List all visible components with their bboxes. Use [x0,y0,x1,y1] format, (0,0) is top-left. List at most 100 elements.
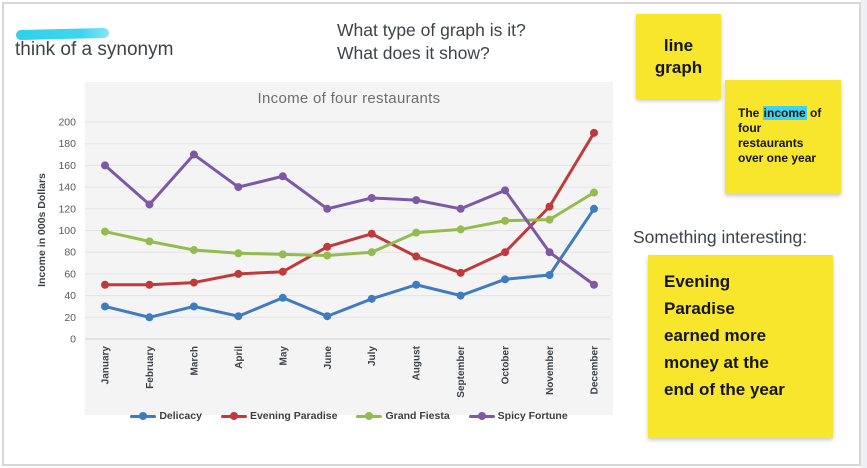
data-point-grand-fiesta [501,216,510,225]
legend-swatch [356,412,383,420]
data-point-grand-fiesta [145,237,154,246]
sticky-note-what-it-shows[interactable]: The income of four restaurants over one … [725,80,841,194]
chart-title: Income of four restaurants [257,90,441,107]
y-tick-label: 20 [64,312,76,324]
data-point-spicy-fortune [456,204,465,213]
legend-item: Delicacy [130,410,202,422]
legend-swatch [220,412,247,420]
series-line-spicy-fortune [103,153,596,287]
legend-swatch [468,412,495,420]
y-tick-label: 120 [58,203,76,215]
legend-label: Grand Fiesta [385,410,450,422]
data-point-delicacy [501,275,510,284]
data-point-grand-fiesta [545,215,554,224]
x-axis-label: May [278,346,289,366]
data-point-spicy-fortune [323,204,332,213]
x-axis-label: July [367,346,378,366]
data-point-evening-paradise [367,229,376,238]
data-point-evening-paradise [456,268,465,277]
data-point-spicy-fortune [589,280,598,289]
prompt-graph-questions: What type of graph is it? What does it s… [337,19,526,65]
y-tick-label: 140 [58,182,76,194]
data-point-grand-fiesta [323,251,332,260]
data-point-evening-paradise [278,267,287,276]
highlighted-word-income: income [762,106,807,120]
data-point-delicacy [589,204,598,213]
prompt-think-of-synonym: think of a synonym [15,39,174,60]
data-point-spicy-fortune [278,172,287,181]
legend-label: Evening Paradise [249,410,338,422]
legend-item: Spicy Fortune [468,410,568,422]
data-point-evening-paradise [545,202,554,211]
data-point-delicacy [456,291,465,300]
x-axis-label: November [545,346,556,395]
question-what-it-shows: What does it show? [337,43,490,63]
prompt-something-interesting: Something interesting: [633,227,808,247]
data-point-delicacy [323,312,332,321]
x-axis-label: October [501,346,512,384]
series-line-grand-fiesta [103,191,596,257]
chart-plot-background [85,82,613,415]
sticky-note-interesting[interactable]: Evening Paradise earned more money at th… [648,255,833,438]
x-axis-label: January [101,346,112,385]
series-line-delicacy [103,207,596,319]
data-point-grand-fiesta [278,250,287,259]
y-tick-label: 40 [64,290,76,302]
data-point-spicy-fortune [145,200,154,209]
legend-swatch [130,412,157,420]
data-point-evening-paradise [412,252,421,261]
data-point-spicy-fortune [545,248,554,257]
data-point-spicy-fortune [412,196,421,205]
x-axis-label: June [323,346,334,370]
legend-item: Grand Fiesta [356,410,450,422]
data-point-spicy-fortune [101,161,109,170]
series-line-evening-paradise [103,131,596,287]
chart-canvas: 0 20 40 60 80 100 120 140 160 180 200 January Februa… [58,117,610,398]
data-point-evening-paradise [589,128,598,137]
data-point-spicy-fortune [234,183,243,192]
x-axis-label: August [412,345,423,380]
data-point-grand-fiesta [367,248,376,257]
x-axis-label: April [234,346,245,369]
y-tick-label: 180 [58,138,76,150]
data-point-evening-paradise [101,280,109,289]
sticky-note-line-graph[interactable]: line graph [636,14,721,99]
y-tick-label: 200 [58,117,76,129]
x-axis-label: March [189,346,200,375]
income-line-chart[interactable]: Income of four restaurants Income in 000… [30,80,630,448]
y-tick-label: 100 [58,225,76,237]
data-point-evening-paradise [234,269,243,278]
data-point-delicacy [367,294,376,303]
data-point-evening-paradise [501,248,510,257]
y-tick-label: 80 [64,247,76,259]
data-point-delicacy [412,280,421,289]
data-point-delicacy [278,293,287,302]
data-point-evening-paradise [323,242,332,251]
data-point-delicacy [145,313,154,322]
y-tick-label: 60 [64,268,76,280]
y-tick-label: 160 [58,160,76,172]
data-point-grand-fiesta [412,228,421,237]
data-point-delicacy [234,312,243,321]
data-point-spicy-fortune [367,193,376,202]
question-type-of-graph: What type of graph is it? [337,20,526,40]
data-point-spicy-fortune [189,150,198,159]
data-point-evening-paradise [145,280,154,289]
data-point-delicacy [189,302,198,311]
data-point-grand-fiesta [589,188,598,197]
data-point-grand-fiesta [189,246,198,255]
data-point-delicacy [545,270,554,279]
data-point-spicy-fortune [501,186,510,195]
legend-label: Spicy Fortune [497,410,568,422]
x-axis-label: September [456,346,467,398]
data-point-grand-fiesta [456,225,465,234]
legend-label: Delicacy [159,410,202,422]
y-tick-label: 0 [70,334,76,346]
chart-legend: Delicacy Evening Paradise Grand Fiesta Spic… [85,410,613,422]
legend-item: Evening Paradise [220,410,338,422]
data-point-evening-paradise [189,278,198,287]
x-axis-label: December [589,346,600,394]
sticky-note-text: line graph [654,35,703,77]
x-axis-label: February [145,346,156,389]
data-point-delicacy [101,302,109,311]
